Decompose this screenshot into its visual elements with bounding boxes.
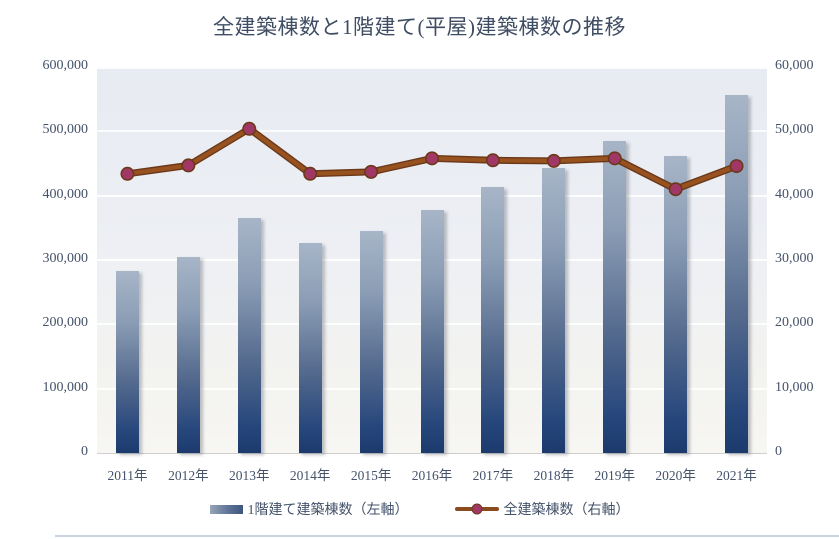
x-axis-labels: 2011年 2012年 2013年 2014年 2015年 2016年 2017年 2018年… [97,464,767,484]
x-axis-tick-2012年: 2012年 [168,468,209,483]
left-axis-tick-400,000: 400,000 [42,186,89,202]
right-axis-labels: 60,000 50,000 40,000 30,000 20,000 10,000 0 [775,58,839,459]
bar-2015年 [359,231,383,453]
left-axis-tick-500,000: 500,000 [42,122,89,138]
bar-2021年 [725,94,749,453]
legend-item-line: 全建築棟数（右軸） [454,499,630,519]
x-axis-tick-2021年: 2021年 [716,468,757,483]
left-axis-labels: 600,000 500,000 400,000 300,000 200,000 100,0… [0,58,89,459]
bar-2020年 [664,155,688,453]
right-axis-tick-50,000: 50,000 [775,122,814,138]
line-marker-2015年 [364,164,379,179]
bar-2011年 [115,270,139,453]
bar-2012年 [176,256,200,453]
left-axis-tick-600,000: 600,000 [42,58,89,73]
x-axis-tick-2014年: 2014年 [289,468,331,483]
bottom-divider-line [55,535,839,537]
left-axis-tick-100,000: 100,000 [42,379,89,395]
bar-series-swatch-icon [209,504,243,514]
left-axis-tick-300,000: 300,000 [42,251,89,266]
bar-2017年 [481,186,505,453]
legend: 1階建て建築棟数（左軸） 全建築棟数（右軸） [0,498,839,520]
line-marker-2014年 [303,166,318,181]
right-axis-tick-30,000: 30,000 [775,251,814,266]
legend-label-bars: 1階建て建築棟数（左軸） [247,503,409,518]
x-axis-tick-2020年: 2020年 [655,468,696,483]
right-axis-tick-20,000: 20,000 [775,315,814,331]
legend-label-line: 全建築棟数（右軸） [503,503,630,518]
gridline [97,194,767,197]
x-axis-tick-2017年: 2017年 [472,468,514,483]
x-axis-tick-2011年: 2011年 [107,468,148,483]
line-marker-2013年 [242,121,257,136]
plot-area [97,67,767,454]
right-axis-tick-10,000: 10,000 [775,379,814,395]
right-axis-tick-60,000: 60,000 [775,58,814,73]
x-axis-tick-2013年: 2013年 [229,468,270,483]
line-marker-2011年 [120,166,135,181]
line-marker-2019年 [607,151,622,166]
bar-2013年 [237,218,261,453]
bar-2014年 [298,242,322,453]
line-marker-2021年 [729,159,744,174]
gridline [97,130,767,133]
bar-2019年 [603,140,627,453]
chart-title: 全建築棟数と1階建て(平屋)建築棟数の推移 [213,15,626,39]
line-marker-2017年 [485,153,500,168]
left-axis-tick-200,000: 200,000 [42,315,89,331]
x-axis-tick-2015年: 2015年 [350,468,392,483]
line-series-swatch-icon [454,503,499,515]
right-axis-tick-40,000: 40,000 [775,186,814,202]
gridline [97,67,767,69]
line-marker-2020年 [668,182,683,197]
line-marker-dot-icon [471,503,482,515]
x-axis-tick-2016年: 2016年 [411,468,453,483]
right-axis-tick-0: 0 [775,444,782,459]
x-axis-tick-2018年: 2018年 [533,468,575,483]
line-marker-2016年 [424,151,439,166]
line-marker-2012年 [181,158,196,173]
x-axis-tick-2019年: 2019年 [594,468,635,483]
line-series [120,121,744,197]
bar-2018年 [542,168,566,453]
line-marker-2018年 [546,153,561,168]
legend-item-bars: 1階建て建築棟数（左軸） [209,499,409,519]
left-axis-tick-0: 0 [81,444,88,459]
bar-2016年 [420,210,444,453]
